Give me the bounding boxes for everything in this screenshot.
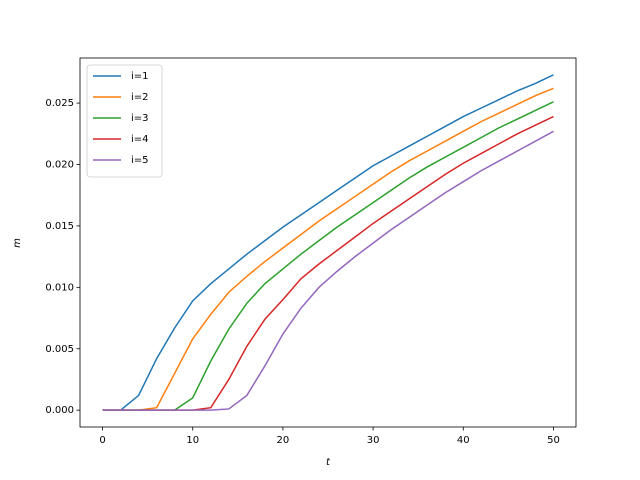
legend-label: i=2 [131,92,149,103]
y-tick-label: 0.020 [45,159,74,170]
x-axis-label: t [326,457,331,468]
line [102,87,554,411]
legend-label: i=3 [131,113,149,124]
legend-label: i=4 [131,134,149,145]
y-tick-label: 0.000 [45,405,74,416]
plot-frame [79,57,577,428]
x-tick-label: 40 [457,435,470,446]
y-tick-label: 0.015 [45,221,74,232]
legend-frame [86,64,163,178]
x-tick-label: 50 [547,435,560,446]
legend-label: i=1 [131,71,149,82]
x-tick-label: 30 [367,435,380,446]
x-tick-label: 20 [277,435,290,446]
line [102,115,554,411]
x-tick-label: 10 [186,435,199,446]
y-axis-label: m [12,238,23,248]
y-tick-label: 0.010 [45,282,74,293]
x-tick-label: 0 [99,435,105,446]
y-tick-label: 0.025 [45,98,74,109]
line [102,74,554,411]
line [102,130,554,411]
line [102,101,554,411]
legend-label: i=5 [131,155,149,166]
y-tick-label: 0.005 [45,344,74,355]
